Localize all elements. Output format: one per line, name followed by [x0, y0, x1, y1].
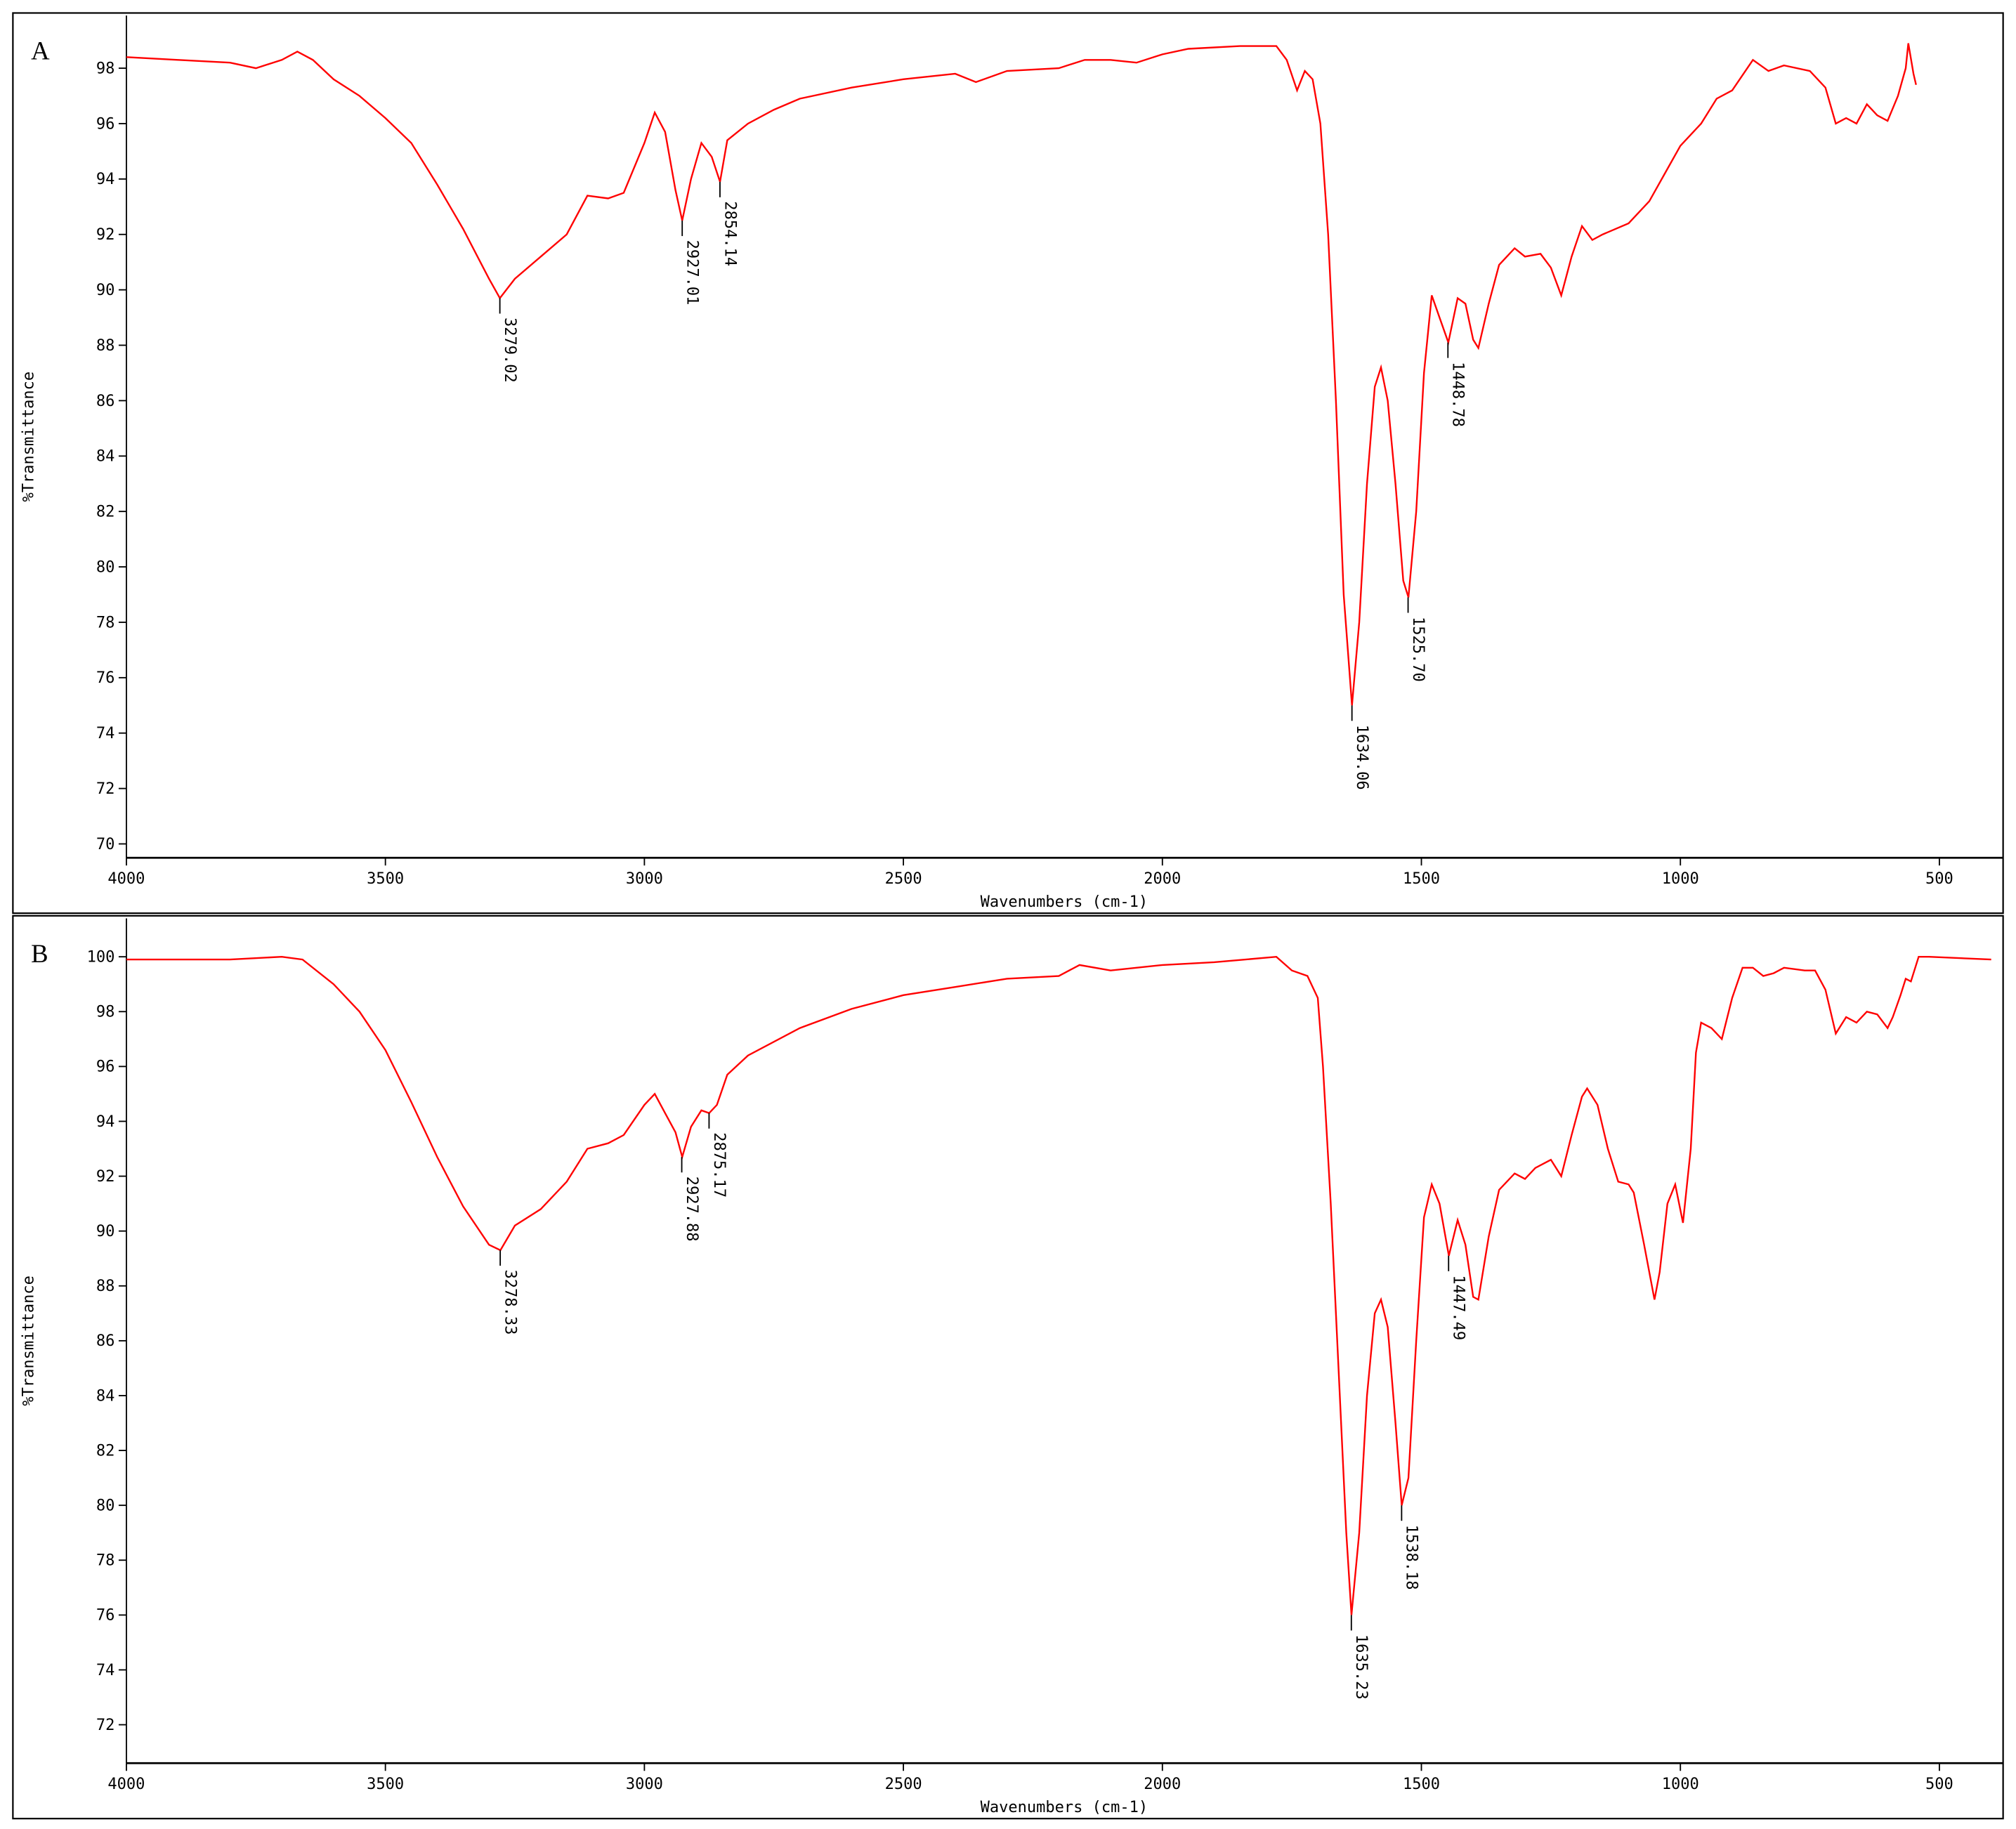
y-tick-label: 80 [96, 558, 115, 576]
x-tick-label: 1500 [1403, 1776, 1440, 1793]
peak-label: 1635.23 [1352, 1634, 1370, 1700]
y-tick-label: 88 [96, 1278, 115, 1295]
x-tick-label: 2000 [1144, 1776, 1181, 1793]
y-tick-label: 82 [96, 1442, 115, 1460]
y-tick-label: 86 [96, 1332, 115, 1350]
x-tick-label: 1500 [1403, 870, 1440, 888]
spectrum-line [126, 43, 1917, 706]
y-tick-label: 100 [87, 949, 115, 966]
y-tick-label: 76 [96, 1607, 115, 1625]
y-tick-label: 92 [96, 1168, 115, 1186]
y-axis-label: %Transmittance [20, 1276, 38, 1406]
x-tick-label: 3500 [367, 870, 404, 888]
y-tick-label: 80 [96, 1497, 115, 1515]
peak-label: 2927.01 [683, 240, 701, 306]
peak-label: 2927.88 [683, 1176, 700, 1242]
y-tick-label: 94 [96, 1113, 115, 1131]
panel-label: B [31, 939, 48, 968]
y-tick-label: 74 [96, 725, 115, 742]
y-tick-label: 90 [96, 282, 115, 299]
x-tick-label: 2500 [885, 870, 922, 888]
panel: B 72 74 76 78 80 82 84 86 88 90 92 94 96 98 100 4000 3500… [12, 914, 2004, 1820]
y-tick-label: 72 [96, 780, 115, 798]
y-tick-label: 78 [96, 1552, 115, 1570]
peak-label: 2854.14 [721, 201, 738, 266]
spectrum-line [126, 955, 1991, 1615]
panel-label: A [31, 37, 50, 65]
peak-label: 1634.06 [1353, 725, 1370, 790]
peak-label: 2875.17 [710, 1132, 728, 1198]
peak-label: 1525.70 [1409, 617, 1427, 682]
y-tick-label: 98 [96, 60, 115, 77]
peak-label: 3279.02 [501, 317, 518, 383]
y-tick-label: 70 [96, 836, 115, 853]
x-tick-label: 500 [1925, 870, 1953, 888]
y-tick-label: 94 [96, 171, 115, 188]
y-tick-label: 92 [96, 226, 115, 244]
y-tick-label: 76 [96, 669, 115, 687]
y-tick-label: 96 [96, 115, 115, 133]
peak-label: 1448.78 [1449, 362, 1467, 427]
x-axis-label: Wavenumbers (cm-1) [981, 1799, 1148, 1816]
peak-label: 3278.33 [501, 1270, 518, 1335]
x-tick-label: 4000 [107, 870, 145, 888]
y-tick-label: 98 [96, 1004, 115, 1021]
panel-frame [12, 12, 2004, 914]
x-tick-label: 1000 [1662, 1776, 1699, 1793]
peak-label: 1447.49 [1450, 1275, 1467, 1340]
x-tick-label: 3000 [626, 870, 663, 888]
x-tick-label: 3000 [626, 1776, 663, 1793]
x-tick-label: 4000 [107, 1776, 145, 1793]
x-tick-label: 3500 [367, 1776, 404, 1793]
y-tick-label: 90 [96, 1223, 115, 1240]
x-tick-label: 1000 [1662, 870, 1699, 888]
x-axis-label: Wavenumbers (cm-1) [981, 893, 1148, 911]
y-tick-label: 86 [96, 393, 115, 410]
y-tick-label: 78 [96, 614, 115, 631]
panel-frame [12, 914, 2004, 1820]
peak-label: 1538.18 [1403, 1525, 1420, 1590]
x-tick-label: 500 [1925, 1776, 1953, 1793]
panel: A 70 72 74 76 78 80 82 84 86 88 90 92 94 96 98 4000 3500 3… [12, 12, 2004, 914]
y-tick-label: 82 [96, 504, 115, 521]
y-axis-label: %Transmittance [20, 372, 38, 502]
y-tick-label: 72 [96, 1717, 115, 1734]
y-tick-label: 84 [96, 448, 115, 466]
x-tick-label: 2500 [885, 1776, 922, 1793]
y-tick-label: 88 [96, 337, 115, 355]
y-tick-label: 74 [96, 1662, 115, 1679]
x-tick-label: 2000 [1144, 870, 1181, 888]
y-tick-label: 84 [96, 1387, 115, 1405]
y-tick-label: 96 [96, 1058, 115, 1076]
